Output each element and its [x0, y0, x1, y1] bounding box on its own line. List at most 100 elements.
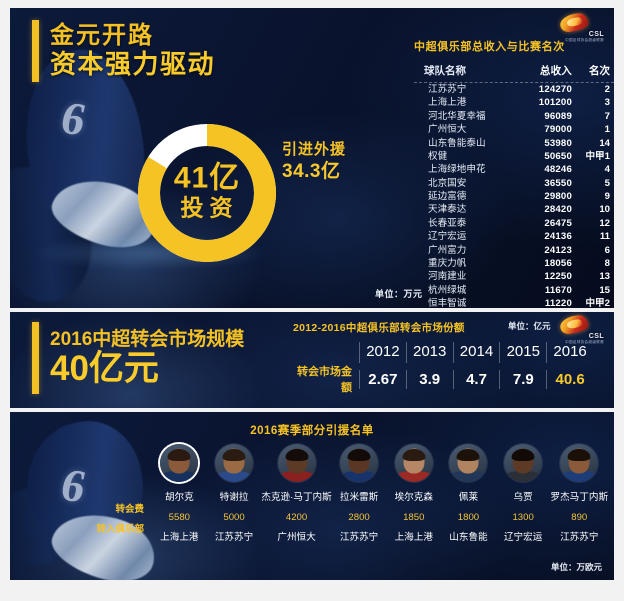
cell-rank: 8: [604, 257, 610, 269]
cell-club-name: 北京国安: [428, 177, 467, 189]
cell-club-name: 重庆力帆: [428, 257, 467, 269]
mini-year-cell: 2015: [499, 342, 546, 363]
section1-unit-label: 单位：万元: [375, 289, 423, 299]
mini-value-cell: 4.7: [452, 369, 500, 389]
player-card: 罗杰马丁内斯 890 江苏苏宁: [550, 444, 608, 548]
player-card: 拉米雷斯 2800 江苏苏宁: [332, 444, 387, 548]
player-transfer-fee: 4200: [285, 512, 308, 523]
cell-club-name: 上海绿地申花: [428, 164, 486, 176]
csl-logo-text: CSL: [588, 31, 604, 38]
cell-rank: 2: [604, 84, 610, 96]
player-transfer-fee: 5580: [168, 512, 191, 523]
cell-revenue: 36550: [544, 177, 572, 189]
background-photo-3: 6: [10, 412, 614, 580]
section3-title: 2016赛季部分引援名单: [250, 425, 374, 437]
table-header-row: 球队名称 总收入 名次: [414, 63, 614, 83]
player-card: 特谢拉 5000 江苏苏宁: [207, 444, 262, 548]
table-row: 河北华夏幸福 96089 7: [414, 110, 614, 123]
cell-revenue: 11220: [544, 298, 572, 308]
player-club: 辽宁宏运: [503, 532, 543, 543]
cell-club-name: 山东鲁能泰山: [428, 137, 486, 149]
donut-caption: 投资: [180, 194, 239, 221]
player-avatar: [504, 444, 543, 482]
cell-rank: 6: [604, 244, 610, 256]
player-name: 特谢拉: [219, 492, 249, 503]
player-transfer-fee: 1850: [403, 512, 425, 523]
table-row: 山东鲁能泰山 53980 14: [414, 137, 614, 150]
table-row: 长春亚泰 26475 12: [414, 217, 614, 230]
cell-rank: 1: [604, 124, 610, 136]
cell-rank: 13: [599, 271, 610, 283]
player-name: 拉米雷斯: [339, 492, 379, 503]
transfer-share-table: 2012 2013 2014 2015 2016 转会市场金额 2.67 3.9 4.7 7.…: [293, 342, 593, 395]
section2-title-block: 2016中超转会市场规模 40亿元: [32, 322, 244, 394]
cell-rank: 9: [604, 191, 610, 203]
csl-flame-icon: [558, 11, 590, 34]
section2-unit-label: 单位：亿元: [508, 321, 551, 331]
club-revenue-table: 中超俱乐部总收入与比赛名次 球队名称 总收入 名次 江苏苏宁 124270 2 上海上…: [414, 38, 614, 308]
player-card: 胡尔克 5580 上海上港: [152, 444, 207, 548]
cell-club-name: 长春亚泰: [428, 217, 467, 229]
player-club: 江苏苏宁: [560, 532, 599, 543]
player-card: 佩莱 1800 山东鲁能: [441, 444, 496, 548]
table-row: 延边富德 29800 9: [414, 190, 614, 203]
title-accent-bar: [32, 322, 39, 394]
table-row: 上海上港 101200 3: [414, 96, 614, 109]
cell-club-name: 杭州绿城: [428, 284, 467, 296]
player-card: 埃尔克森 1850 上海上港: [386, 444, 441, 548]
mini-year-cell: 2012: [359, 342, 406, 363]
player-name: 佩莱: [458, 492, 479, 503]
table-row: 恒丰智诚 11220 中甲2: [414, 297, 614, 308]
player-club: 上海上港: [394, 532, 433, 543]
player-avatar: [160, 444, 199, 482]
background-photo-2: [10, 312, 614, 408]
donut-svg: [138, 124, 276, 262]
table-row: 北京国安 36550 5: [414, 177, 614, 190]
player-name: 杰克逊·马丁内斯: [261, 492, 332, 503]
section1-title-line1: 金元开路: [50, 22, 154, 49]
header-rank: 名次: [589, 65, 610, 77]
csl-logo-2: CSL 中国足球协会超级联赛: [558, 313, 604, 344]
player-club: 广州恒大: [277, 532, 316, 543]
mini-year-cell: 2013: [405, 342, 453, 363]
player-name: 埃尔克森: [394, 492, 433, 503]
cell-rank: 15: [599, 284, 610, 296]
table-row: 权健 50650 中甲1: [414, 150, 614, 163]
cell-revenue: 12250: [544, 271, 572, 283]
mini-year-cell: 2016: [546, 342, 593, 363]
cell-revenue: 79000: [544, 124, 572, 136]
foreign-signing-value: 34.3亿: [282, 161, 341, 183]
cell-revenue: 28420: [544, 204, 572, 216]
cell-revenue: 50650: [544, 150, 572, 162]
cell-revenue: 53980: [544, 137, 572, 149]
player-club: 上海上港: [160, 532, 199, 543]
player-transfer-fee: 1300: [512, 512, 534, 523]
player-name: 乌贾: [513, 492, 533, 503]
cell-rank: 12: [599, 217, 610, 229]
csl-logo: CSL 中国足球协会超级联赛: [558, 11, 604, 42]
section2-title-line1: 2016中超转会市场规模: [50, 328, 245, 350]
player-transfer-fee: 890: [571, 512, 588, 523]
table-row: 重庆力帆 18056 8: [414, 257, 614, 270]
player-avatar: [394, 444, 433, 482]
player-card: 乌贾 1300 辽宁宏运: [496, 444, 551, 548]
csl-logo-text: CSL: [588, 333, 604, 340]
player-club: 江苏苏宁: [214, 532, 254, 543]
player-avatar: [277, 444, 316, 482]
player-avatar: [340, 444, 379, 482]
cell-revenue: 24136: [544, 231, 572, 243]
section-investment: 6 CSL 中国足球协会超级联赛 金元开路 资本强力驱动 41亿: [10, 8, 614, 308]
cell-rank: 7: [604, 110, 610, 122]
header-club-name: 球队名称: [424, 65, 466, 77]
cell-rank: 10: [599, 204, 610, 216]
mini-value-cell: 3.9: [405, 369, 453, 389]
player-card: 杰克逊·马丁内斯 4200 广州恒大: [261, 444, 332, 548]
player-club: 江苏苏宁: [339, 532, 379, 543]
table-row: 辽宁宏运 24136 11: [414, 230, 614, 243]
csl-logo-subtext: 中国足球协会超级联赛: [565, 38, 604, 43]
cell-revenue: 18056: [544, 257, 572, 269]
cell-rank: 5: [604, 177, 610, 189]
cell-revenue: 48246: [544, 164, 572, 176]
csl-logo-subtext: 中国足球协会超级联赛: [565, 340, 604, 345]
